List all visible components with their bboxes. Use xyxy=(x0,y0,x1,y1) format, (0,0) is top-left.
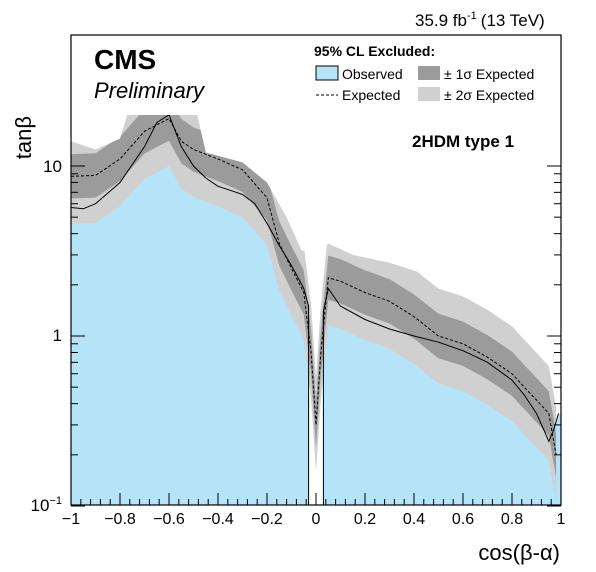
y-tick-label-0.1-base: 10 xyxy=(31,496,50,515)
plot-area xyxy=(71,115,561,505)
lumi-value: 35.9 fb xyxy=(415,11,467,30)
lumi-exponent: -1 xyxy=(467,10,477,22)
observed-limit-line-left xyxy=(71,115,310,505)
x-tick-label: 0.6 xyxy=(452,511,474,528)
y-axis xyxy=(71,165,561,507)
x-tick-label: 0.8 xyxy=(501,511,523,528)
x-tick-label: −0.4 xyxy=(202,511,234,528)
model-label: 2HDM type 1 xyxy=(412,132,514,151)
cms-label: CMS xyxy=(94,44,156,75)
legend-one-sigma-label: ± 1σ Expected xyxy=(444,66,534,82)
energy-label: (13 TeV) xyxy=(481,11,545,30)
x-tick-label: 0.4 xyxy=(403,511,425,528)
legend-observed-swatch xyxy=(315,65,339,81)
legend-expected-label: Expected xyxy=(342,87,400,103)
legend-title: 95% CL Excluded: xyxy=(314,43,435,59)
y-axis-title: tanβ xyxy=(11,116,36,159)
legend-two-sigma-label: ± 2σ Expected xyxy=(444,87,534,103)
x-axis: −1 −0.8 −0.6 −0.4 −0.2 0 0.2 0.4 0.6 0.8 1 xyxy=(62,493,566,528)
y-tick-label-10: 10 xyxy=(43,157,62,176)
x-tick-label: −0.6 xyxy=(153,511,185,528)
expected-limit-line xyxy=(71,117,557,455)
preliminary-label: Preliminary xyxy=(94,78,206,103)
lumi-label: 35.9 fb-1 (13 TeV) xyxy=(415,10,545,30)
allowed-region-left xyxy=(71,115,128,150)
x-tick-label: −0.8 xyxy=(104,511,136,528)
x-axis-title: cos(β-α) xyxy=(478,540,560,565)
legend-observed-label: Observed xyxy=(342,66,403,82)
x-tick-label: −0.2 xyxy=(251,511,283,528)
legend-two-sigma-swatch xyxy=(418,87,440,101)
x-tick-label: 0 xyxy=(312,511,321,528)
y-tick-label-0.1-exp: −1 xyxy=(49,495,62,507)
one-sigma-band xyxy=(71,115,557,477)
x-tick-label: 1 xyxy=(557,511,566,528)
legend-one-sigma-swatch xyxy=(418,66,440,80)
x-tick-label: −1 xyxy=(62,511,80,528)
allowed-region xyxy=(197,115,557,275)
legend: 95% CL Excluded: Observed ± 1σ Expected … xyxy=(314,43,534,103)
x-tick-label: 0.2 xyxy=(354,511,376,528)
observed-limit-line-right xyxy=(322,287,559,505)
y-tick-label-0.1: 10−1 xyxy=(31,495,62,515)
y-tick-label-1: 1 xyxy=(53,326,62,345)
observed-excluded-region xyxy=(71,115,561,505)
